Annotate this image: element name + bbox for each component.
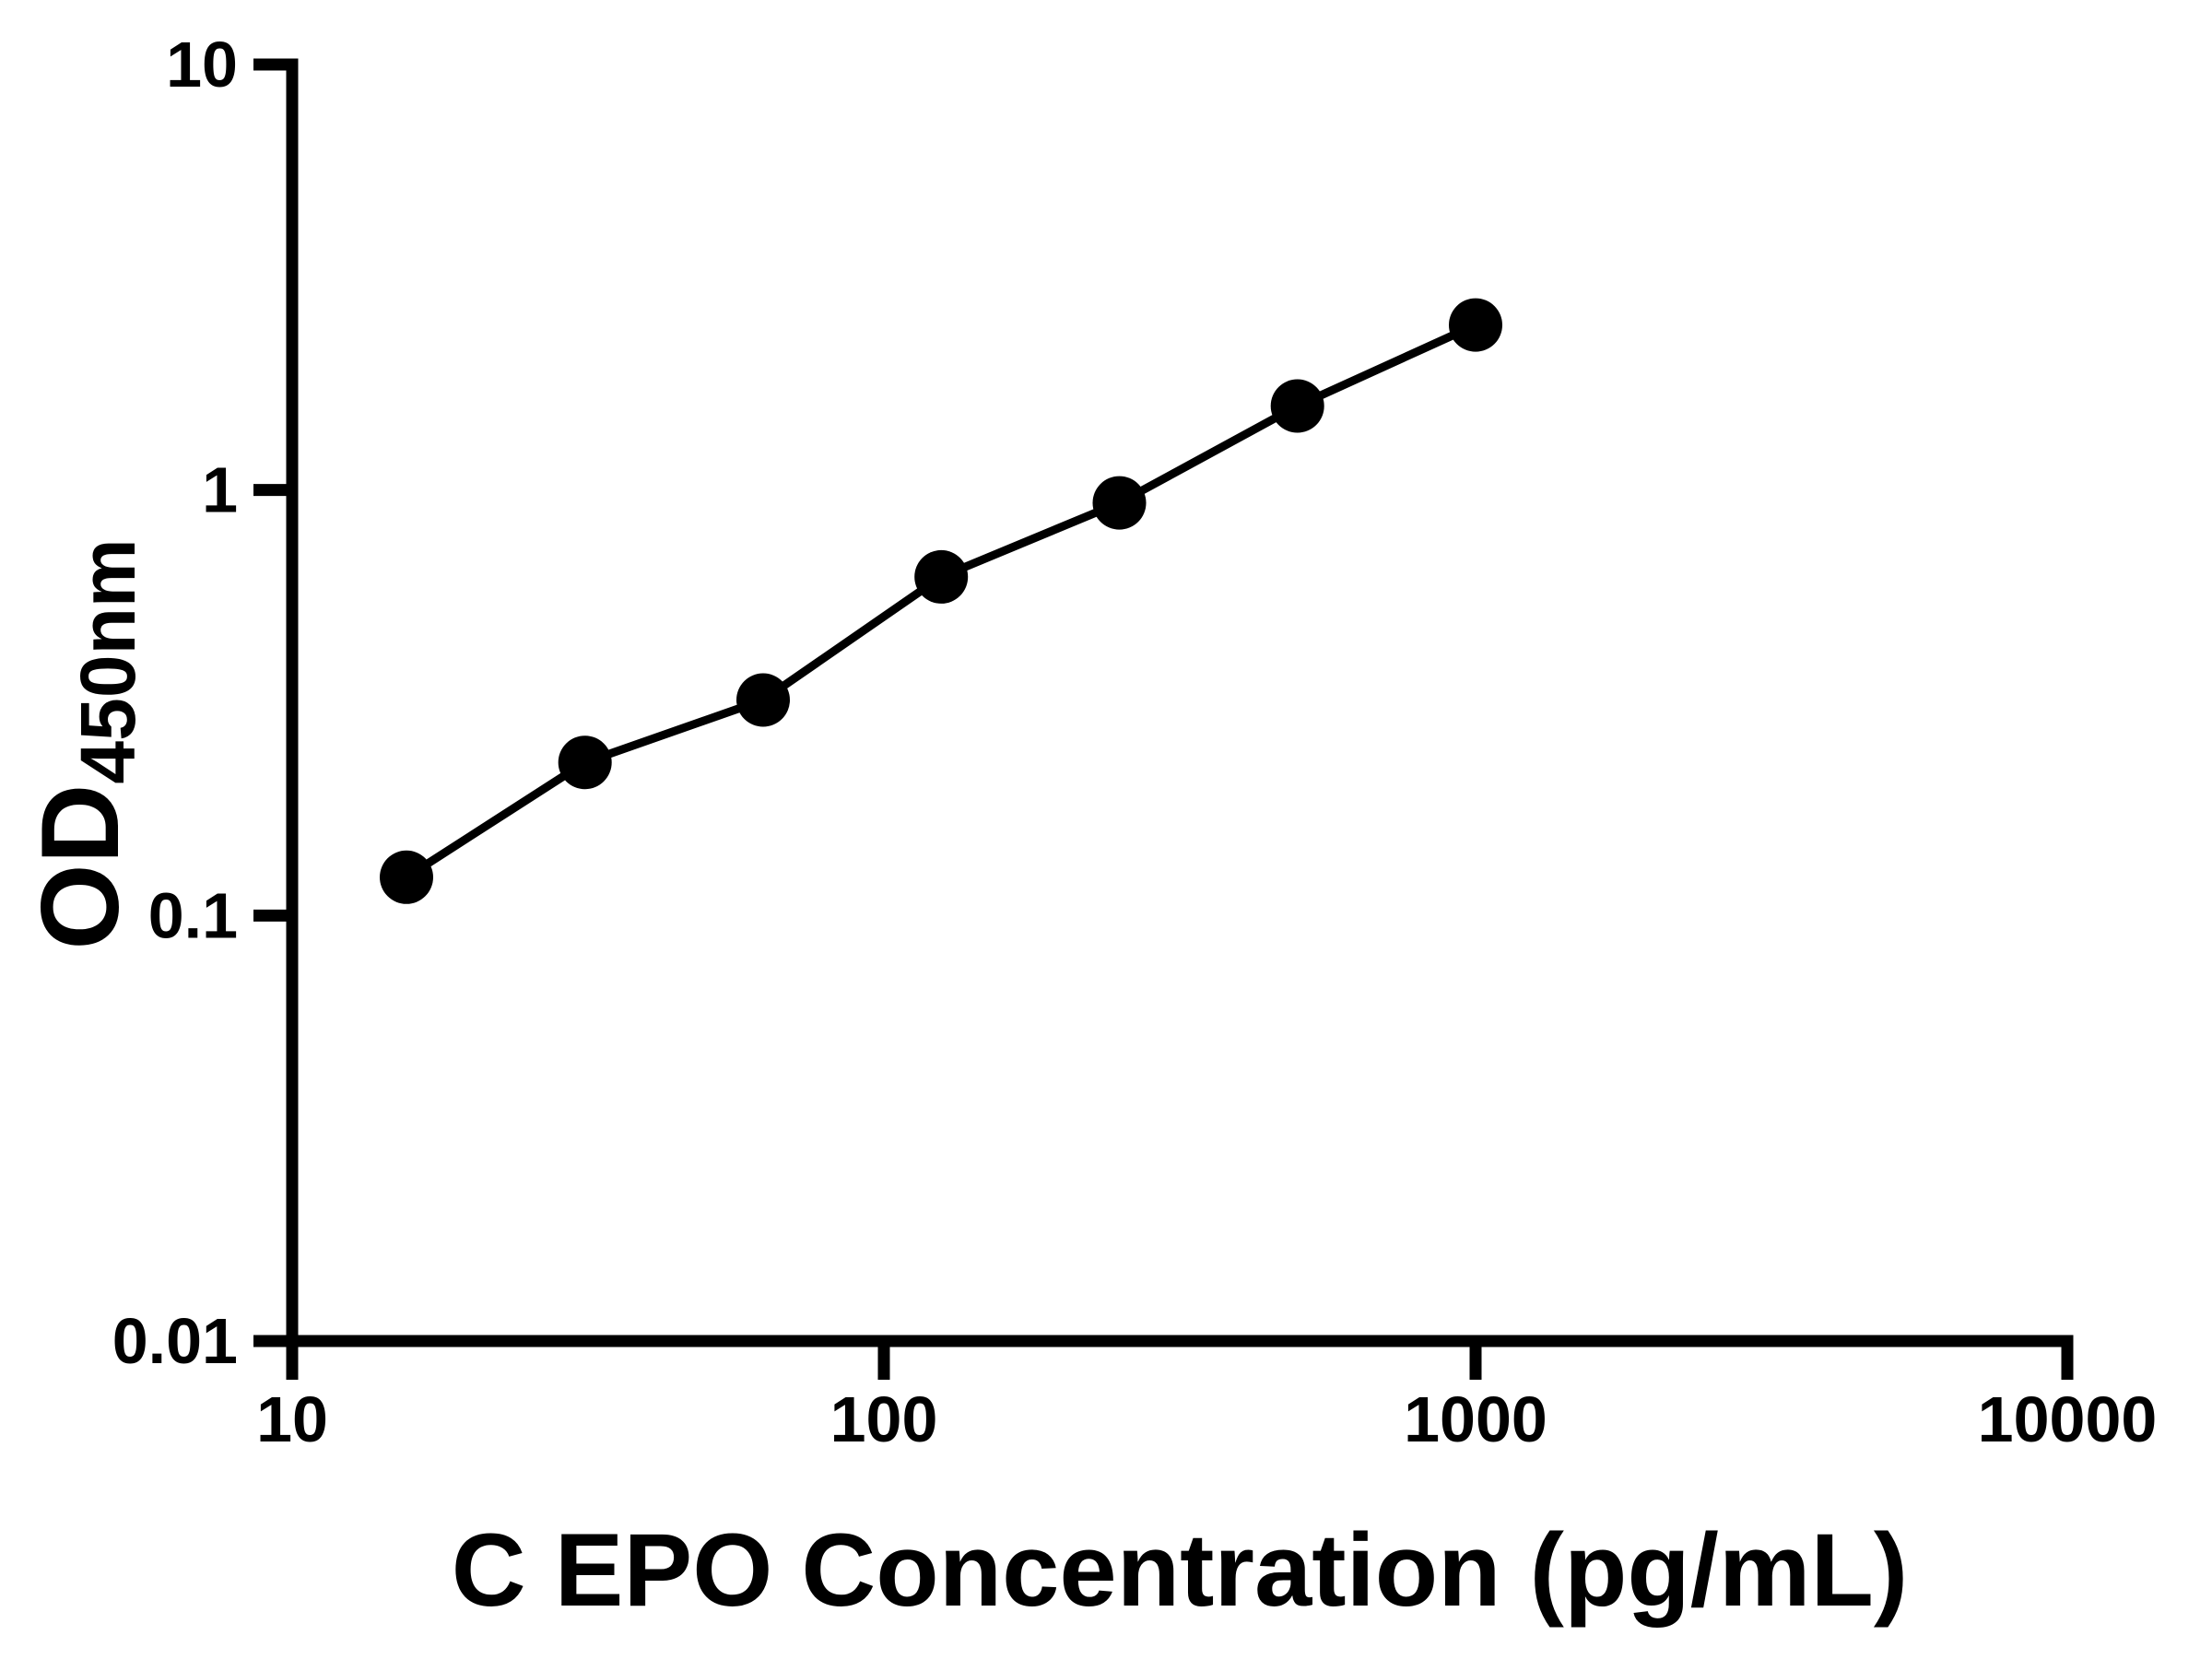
data-point-4	[1092, 476, 1147, 530]
x-tick-label-10: 10	[256, 1383, 328, 1455]
data-point-0	[380, 850, 433, 904]
y-tick-label-1: 1	[202, 454, 238, 526]
y-axis-title-subscript: 450nm	[65, 538, 151, 783]
data-point-2	[736, 673, 790, 727]
y-axis-title: OD450nm	[18, 538, 151, 949]
x-axis-title: C EPO Concentration (pg/mL)	[452, 1512, 1908, 1628]
data-point-3	[914, 549, 969, 604]
y-axis-title-main: OD	[18, 784, 142, 950]
x-tick-label-1000: 1000	[1404, 1383, 1547, 1455]
y-tick-label-10: 10	[166, 29, 238, 100]
x-tick-label-10000: 10000	[1978, 1383, 2158, 1455]
y-tick-label-0.1: 0.1	[148, 879, 238, 951]
data-point-5	[1270, 379, 1324, 433]
data-point-6	[1449, 298, 1502, 352]
y-tick-label-0.01: 0.01	[112, 1305, 238, 1377]
x-tick-label-100: 100	[830, 1383, 938, 1455]
data-point-1	[558, 735, 612, 790]
